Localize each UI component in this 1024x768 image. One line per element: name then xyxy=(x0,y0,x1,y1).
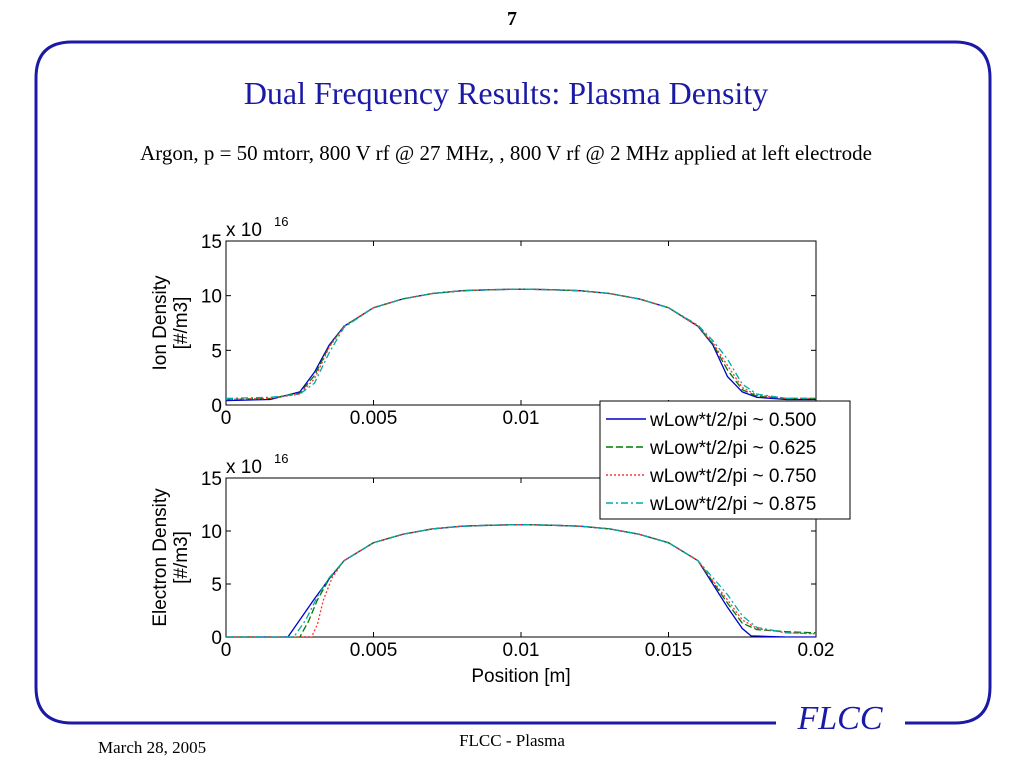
ion-ylabel-unit: [#/m3] xyxy=(171,297,192,350)
ion-x-tick-label: 0.01 xyxy=(503,408,540,429)
ion-series-line-3 xyxy=(226,288,816,401)
electron-series-line-4 xyxy=(226,523,816,637)
ion-plot-area xyxy=(225,240,817,406)
electron-x-tick-label: 0.02 xyxy=(798,640,835,661)
slide-border xyxy=(34,40,992,725)
slide-subtitle: Argon, p = 50 mtorr, 800 V rf @ 27 MHz, … xyxy=(140,141,872,165)
electron-x-tick-label: 0.01 xyxy=(503,640,540,661)
electron-y-tick-label: 0 xyxy=(211,628,222,649)
ion-x-tick-label: 0.005 xyxy=(350,408,398,429)
ion-y-tick-label: 15 xyxy=(201,232,222,253)
slide-title: Dual Frequency Results: Plasma Density xyxy=(243,75,769,111)
legend-label-1: wLow*t/2/pi ~ 0.500 xyxy=(649,410,816,431)
electron-ylabel-unit: [#/m3] xyxy=(171,531,192,584)
ion-y-tick-label: 10 xyxy=(201,287,222,308)
electron-series-line-3 xyxy=(226,523,816,637)
electron-y-tick-label: 10 xyxy=(201,522,222,543)
ion-multiplier-exponent: 16 xyxy=(274,214,288,229)
legend-label-3: wLow*t/2/pi ~ 0.750 xyxy=(649,466,816,487)
electron-x-tick-label: 0.015 xyxy=(645,640,693,661)
ion-series-line-4 xyxy=(226,288,816,400)
ion-y-tick-label: 5 xyxy=(211,341,222,362)
ion-ylabel: Ion Density xyxy=(150,275,171,371)
footer-center: FLCC - Plasma xyxy=(459,731,565,750)
electron-ylabel: Electron Density xyxy=(150,488,171,627)
footer-date: March 28, 2005 xyxy=(98,738,207,757)
electron-y-tick-label: 5 xyxy=(211,575,222,596)
electron-xlabel: Position [m] xyxy=(471,666,570,687)
electron-multiplier-exponent: 16 xyxy=(274,451,288,466)
ion-x-tick-label: 0 xyxy=(221,408,232,429)
electron-y-tick-label: 15 xyxy=(201,469,222,490)
electron-multiplier: x 10 xyxy=(226,457,262,478)
ion-multiplier: x 10 xyxy=(226,220,262,241)
electron-x-tick-label: 0 xyxy=(221,640,232,661)
page-number: 7 xyxy=(507,8,517,30)
flcc-logo: FLCC xyxy=(797,700,883,737)
electron-series-line-2 xyxy=(226,523,816,637)
ion-y-tick-label: 0 xyxy=(211,396,222,417)
legend-box xyxy=(599,400,851,520)
legend-label-4: wLow*t/2/pi ~ 0.875 xyxy=(649,494,816,515)
electron-x-tick-label: 0.005 xyxy=(350,640,398,661)
legend-label-2: wLow*t/2/pi ~ 0.625 xyxy=(649,438,816,459)
